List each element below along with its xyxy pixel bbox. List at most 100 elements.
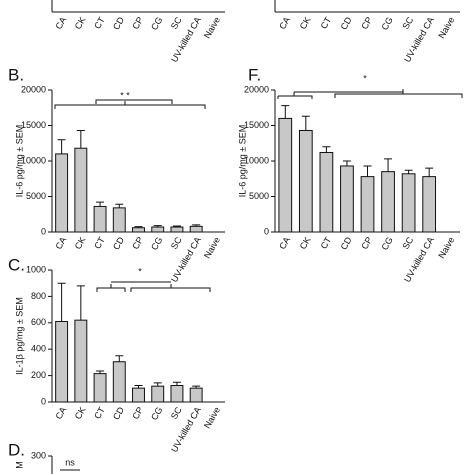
bar bbox=[151, 226, 165, 233]
bar bbox=[112, 361, 126, 403]
significance-brackets bbox=[54, 89, 463, 471]
bar bbox=[93, 373, 107, 403]
x-tick-label: CA bbox=[53, 235, 68, 251]
bar bbox=[278, 117, 293, 233]
y-tick-label: 400 bbox=[31, 344, 46, 354]
annotation: ns bbox=[65, 457, 75, 467]
x-tick-label: Naive bbox=[202, 235, 222, 260]
x-tick-label: CD bbox=[339, 15, 354, 32]
bar bbox=[55, 153, 69, 233]
bar bbox=[132, 387, 145, 403]
bar bbox=[170, 226, 184, 233]
error-bar bbox=[281, 105, 290, 119]
error-bar bbox=[192, 385, 201, 389]
error-bar bbox=[404, 169, 413, 174]
error-bar bbox=[76, 129, 85, 149]
bracket bbox=[54, 101, 206, 109]
x-tick-label: CA bbox=[53, 405, 68, 421]
x-tick-label: CT bbox=[319, 235, 334, 251]
error-bar bbox=[425, 167, 434, 177]
y-tick-label: 200 bbox=[31, 370, 46, 380]
bar bbox=[132, 227, 145, 233]
bar bbox=[340, 165, 354, 233]
x-tick-label: CD bbox=[111, 235, 126, 252]
annotation: * bbox=[138, 266, 142, 276]
y-axis-label: IL-1β pg/mg ± SEM bbox=[14, 297, 24, 375]
x-tick-label: CT bbox=[319, 15, 334, 31]
annotation: * bbox=[363, 73, 367, 83]
panel-label: B. bbox=[8, 65, 24, 84]
y-tick-label: 0 bbox=[41, 226, 46, 236]
x-tick-label: CA bbox=[53, 15, 68, 31]
error-bar bbox=[57, 139, 66, 154]
y-axis-label: M bbox=[14, 461, 24, 469]
y-tick-label: 10000 bbox=[244, 155, 269, 165]
error-bar bbox=[115, 355, 124, 362]
error-bar bbox=[76, 285, 85, 321]
annotation: * * bbox=[120, 90, 130, 100]
bar bbox=[319, 151, 334, 233]
panel-label: F. bbox=[248, 65, 261, 84]
error-bar bbox=[115, 203, 124, 208]
error-bar bbox=[342, 160, 351, 166]
bar bbox=[189, 387, 203, 403]
x-tick-label: CG bbox=[379, 235, 394, 252]
error-bar bbox=[172, 381, 181, 386]
x-tick-label: SC bbox=[400, 235, 415, 251]
x-tick-label: CA bbox=[277, 235, 292, 251]
bar bbox=[112, 207, 126, 233]
error-bar bbox=[384, 158, 393, 172]
y-tick-label: 5000 bbox=[26, 191, 46, 201]
error-bar bbox=[301, 115, 310, 131]
x-tick-label: CG bbox=[379, 15, 394, 32]
x-tick-label: SC bbox=[400, 15, 415, 31]
x-tick-label: CP bbox=[359, 235, 374, 251]
x-tick-label: Naive bbox=[202, 405, 222, 430]
y-tick-label: 800 bbox=[31, 291, 46, 301]
y-tick-label: 0 bbox=[264, 226, 269, 236]
y-axis-label: IL-6 pg/mg ± SEM bbox=[14, 125, 24, 197]
y-tick-label: 0 bbox=[41, 396, 46, 406]
error-bar bbox=[153, 225, 162, 228]
bar bbox=[422, 176, 437, 233]
x-tick-label: CK bbox=[73, 405, 88, 421]
error-bar bbox=[96, 370, 105, 374]
error-bar bbox=[96, 201, 105, 207]
error-bar bbox=[363, 165, 372, 177]
x-tick-label: CG bbox=[149, 15, 164, 32]
x-tick-label: CG bbox=[149, 405, 164, 422]
x-tick-label: CK bbox=[73, 15, 88, 31]
x-tick-label: CP bbox=[359, 15, 374, 31]
bar bbox=[360, 176, 375, 233]
x-tick-label: SC bbox=[169, 15, 184, 31]
y-tick-label: 15000 bbox=[21, 120, 46, 130]
bracket bbox=[277, 89, 463, 99]
y-tick-label: 1000 bbox=[26, 264, 46, 274]
x-tick-label: Naive bbox=[202, 15, 222, 40]
bar bbox=[55, 320, 69, 403]
y-tick-label: 15000 bbox=[244, 120, 269, 130]
bar bbox=[93, 205, 107, 233]
error-bar bbox=[172, 225, 181, 228]
x-tick-label: CK bbox=[298, 235, 313, 251]
x-tick-label: CD bbox=[111, 405, 126, 422]
x-tick-label: CK bbox=[298, 15, 313, 31]
y-tick-label: 600 bbox=[31, 317, 46, 327]
error-bar bbox=[153, 382, 162, 387]
bracket bbox=[96, 284, 211, 292]
x-tick-label: CP bbox=[130, 15, 145, 31]
bar bbox=[381, 171, 395, 233]
x-tick-label: CT bbox=[92, 405, 107, 421]
bar bbox=[170, 385, 184, 403]
x-tick-label: CD bbox=[111, 15, 126, 32]
x-tick-label: SC bbox=[169, 235, 184, 251]
bar bbox=[298, 129, 313, 233]
bar bbox=[401, 173, 416, 233]
error-bar bbox=[322, 146, 331, 153]
error-bar bbox=[134, 385, 143, 389]
y-tick-label: 20000 bbox=[244, 84, 269, 94]
x-tick-label: SC bbox=[169, 405, 184, 421]
y-tick-label: 20000 bbox=[21, 84, 46, 94]
x-tick-label: CA bbox=[277, 15, 292, 31]
